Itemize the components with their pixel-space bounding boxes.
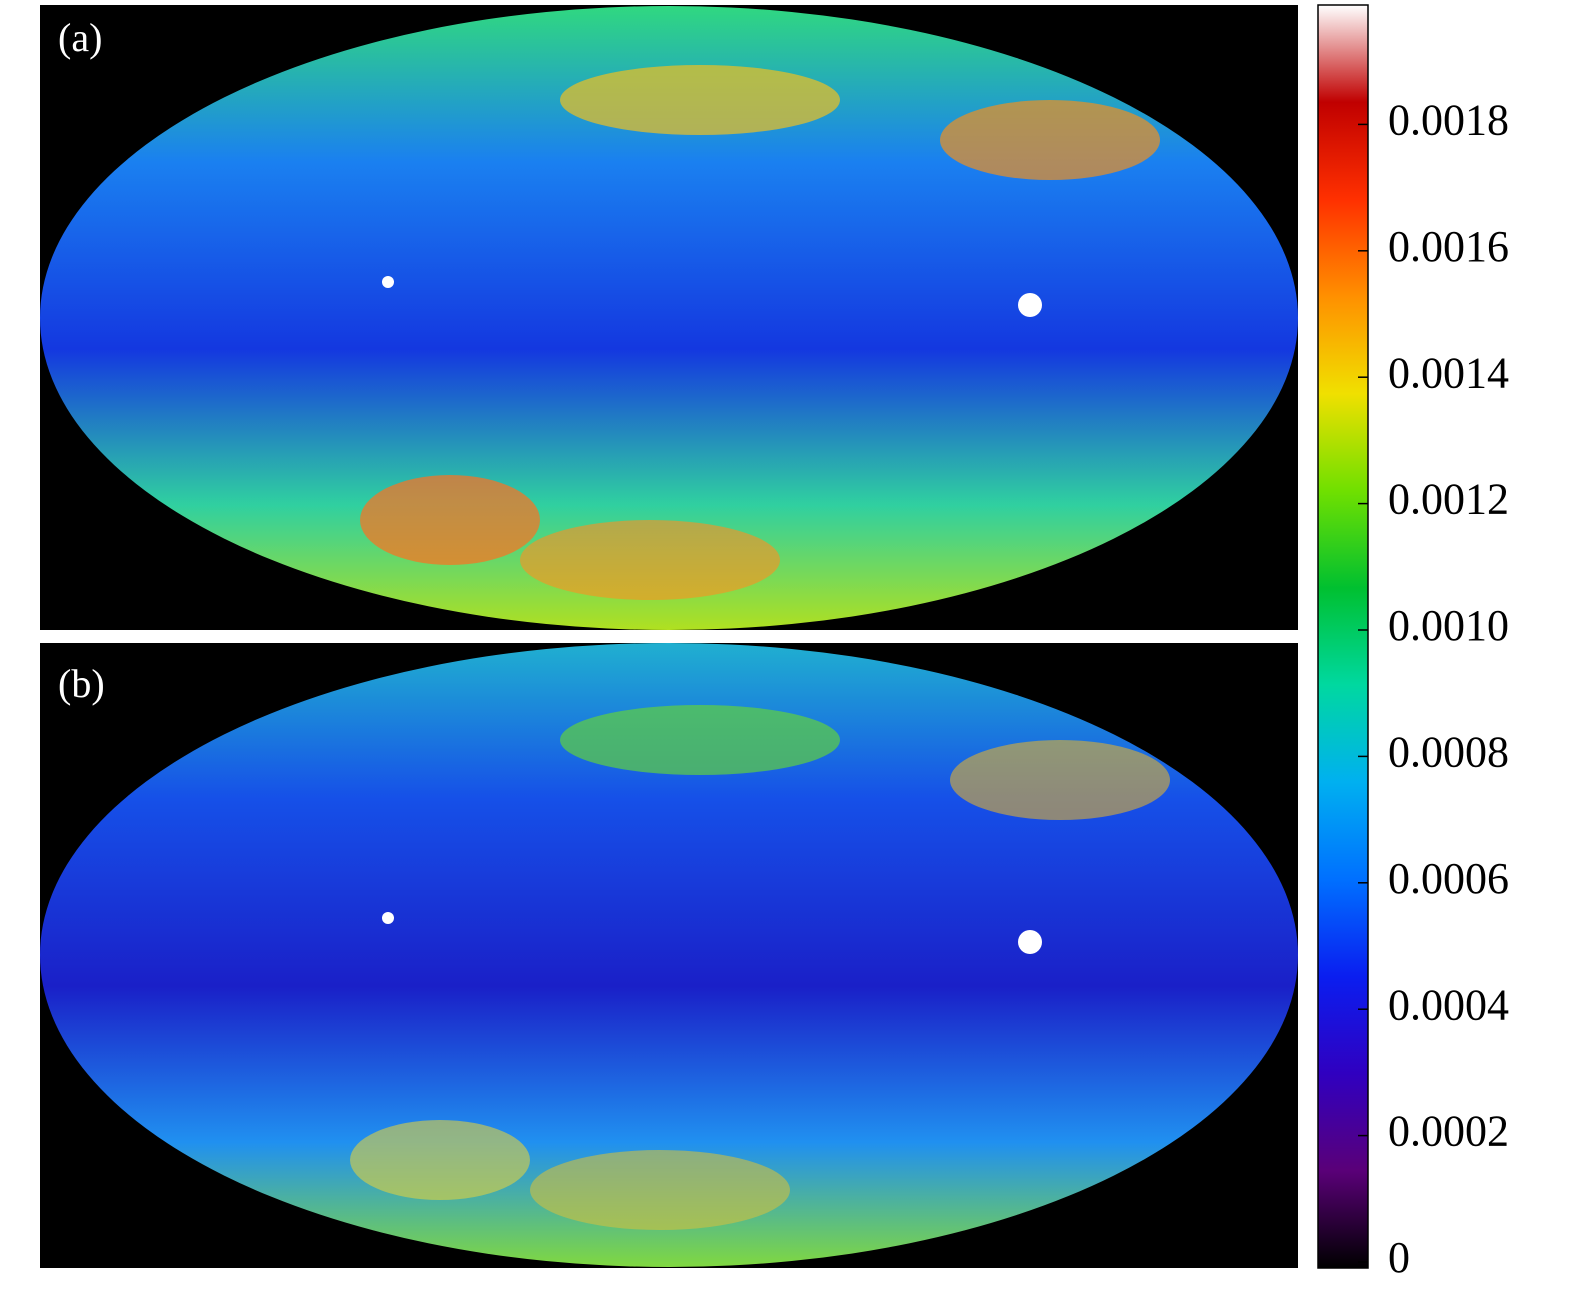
colorbar-tick-label: 0.0002 [1388,1107,1509,1156]
panel-a: (a) [40,5,1298,630]
colorbar [1317,4,1369,1269]
panel-label: (b) [58,661,105,706]
panel-b: (b) [40,643,1298,1268]
colorbar-tick-label: 0.0004 [1388,980,1509,1029]
panel-label: (a) [58,15,102,60]
colorbar-tick-label: 0.0016 [1388,222,1509,271]
colorbar-tick-label: 0.0018 [1388,95,1509,144]
colorbar-tick-label: 0.0010 [1388,601,1509,650]
colorbar-tick-label: 0.0012 [1388,475,1509,524]
colorbar-tick-label: 0 [1388,1233,1410,1282]
colorbar-tick-label: 0.0008 [1388,727,1509,776]
colorbar-tick-label: 0.0014 [1388,348,1509,397]
colorbar-tick-label: 0.0006 [1388,854,1509,903]
